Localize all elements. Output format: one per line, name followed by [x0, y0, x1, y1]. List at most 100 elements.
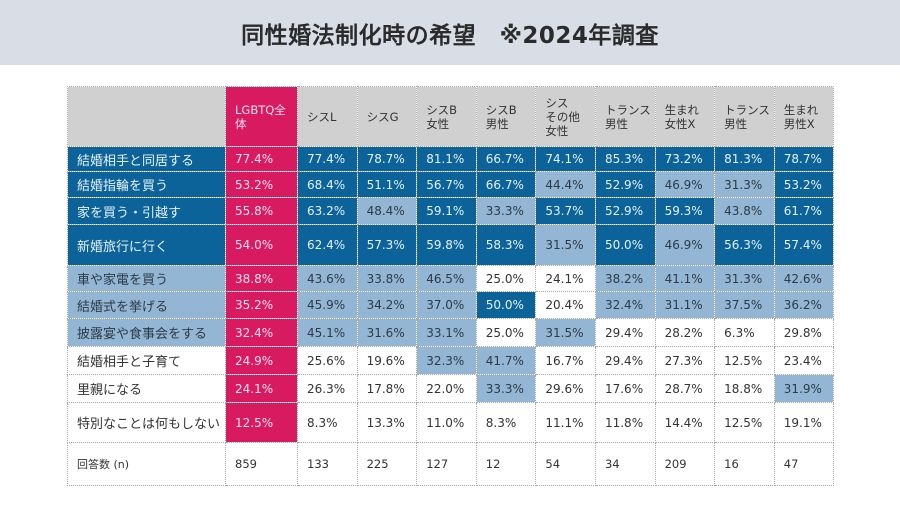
- row-label: 結婚相手と子育て: [67, 346, 226, 375]
- value-cell: 78.7%: [356, 146, 418, 172]
- table-row: 結婚式を挙げる 35.2% 45.9% 34.2% 37.0% 50.0% 20.4% 32.…: [67, 291, 835, 319]
- value-cell: 29.8%: [773, 318, 835, 347]
- value-cell: 31.5%: [535, 224, 596, 266]
- value-cell: 26.3%: [297, 374, 358, 403]
- value-cell: 48.4%: [356, 197, 418, 225]
- header-row: LGBTQ全体 シスL シスG シスB 女性 シスB 男性 シス その他 女性 トランス 男…: [67, 86, 835, 147]
- row-label: 結婚指輪を買う: [67, 171, 226, 198]
- column-header: シスL: [297, 86, 358, 147]
- value-cell: 78.7%: [773, 146, 835, 172]
- value-cell: 68.4%: [297, 171, 358, 198]
- value-cell: 12.5%: [714, 346, 775, 375]
- column-header: 生まれ 女性X: [654, 86, 716, 147]
- value-cell: 31.9%: [773, 374, 835, 403]
- value-cell: 35.2%: [225, 291, 298, 319]
- value-cell: 41.1%: [654, 265, 716, 292]
- row-label: 結婚式を挙げる: [67, 291, 226, 319]
- value-cell: 53.2%: [773, 171, 835, 198]
- value-cell: 14.4%: [654, 402, 716, 443]
- value-cell: 23.4%: [773, 346, 835, 375]
- table-row: 特別なことは何もしない 12.5% 8.3% 13.3% 11.0% 8.3% 11.1% 1…: [67, 402, 835, 443]
- column-header: トランス 男性: [594, 86, 656, 147]
- row-label: 回答数 (n): [67, 442, 226, 486]
- value-cell: 59.1%: [416, 197, 477, 225]
- value-cell: 24.9%: [225, 346, 298, 375]
- value-cell: 41.7%: [475, 346, 537, 375]
- value-cell: 8.3%: [475, 402, 537, 443]
- value-cell: 31.5%: [535, 318, 596, 347]
- table-row: 家を買う・引越す 55.8% 63.2% 48.4% 59.1% 33.3% 53.7% 52…: [67, 197, 835, 225]
- value-cell: 18.8%: [714, 374, 775, 403]
- row-label: 新婚旅行に行く: [67, 224, 226, 266]
- value-cell: 50.0%: [594, 224, 656, 266]
- value-cell: 27.3%: [654, 346, 716, 375]
- value-cell: 59.8%: [416, 224, 477, 266]
- value-cell: 53.2%: [225, 171, 298, 198]
- column-header: トランス 男性: [714, 86, 775, 147]
- respondent-count-row: 回答数 (n) 859 133 225 127 12 54 34 209 16 47: [67, 442, 835, 486]
- value-cell: 46.9%: [654, 171, 716, 198]
- value-cell: 29.6%: [535, 374, 596, 403]
- value-cell: 31.3%: [714, 265, 775, 292]
- value-cell: 77.4%: [225, 146, 298, 172]
- value-cell: 8.3%: [297, 402, 358, 443]
- survey-table: LGBTQ全体 シスL シスG シスB 女性 シスB 男性 シス その他 女性 トランス 男…: [67, 86, 835, 486]
- value-cell: 20.4%: [535, 291, 596, 319]
- value-cell: 28.7%: [654, 374, 716, 403]
- value-cell: 38.8%: [225, 265, 298, 292]
- value-cell: 11.1%: [535, 402, 596, 443]
- value-cell: 61.7%: [773, 197, 835, 225]
- value-cell: 32.4%: [225, 318, 298, 347]
- value-cell: 17.6%: [594, 374, 656, 403]
- value-cell: 58.3%: [475, 224, 537, 266]
- row-label: 車や家電を買う: [67, 265, 226, 292]
- count-cell: 127: [416, 442, 477, 486]
- value-cell: 17.8%: [356, 374, 418, 403]
- value-cell: 33.8%: [356, 265, 418, 292]
- value-cell: 56.7%: [416, 171, 477, 198]
- value-cell: 81.1%: [416, 146, 477, 172]
- value-cell: 66.7%: [475, 171, 537, 198]
- value-cell: 52.9%: [594, 171, 656, 198]
- value-cell: 43.6%: [297, 265, 358, 292]
- value-cell: 46.9%: [654, 224, 716, 266]
- value-cell: 19.1%: [773, 402, 835, 443]
- table-row: 結婚相手と同居する 77.4% 77.4% 78.7% 81.1% 66.7% 74.1% 8…: [67, 146, 835, 172]
- value-cell: 36.2%: [773, 291, 835, 319]
- count-cell: 12: [475, 442, 537, 486]
- page-title: 同性婚法制化時の希望 ※2024年調査: [241, 22, 659, 49]
- value-cell: 19.6%: [356, 346, 418, 375]
- value-cell: 57.3%: [356, 224, 418, 266]
- value-cell: 77.4%: [297, 146, 358, 172]
- count-cell: 16: [714, 442, 775, 486]
- value-cell: 56.3%: [714, 224, 775, 266]
- count-cell: 54: [535, 442, 596, 486]
- value-cell: 73.2%: [654, 146, 716, 172]
- column-header: シスB 女性: [416, 86, 477, 147]
- title-bar: 同性婚法制化時の希望 ※2024年調査: [0, 0, 900, 65]
- value-cell: 31.6%: [356, 318, 418, 347]
- value-cell: 62.4%: [297, 224, 358, 266]
- row-label: 里親になる: [67, 374, 226, 403]
- value-cell: 46.5%: [416, 265, 477, 292]
- value-cell: 81.3%: [714, 146, 775, 172]
- value-cell: 50.0%: [475, 291, 537, 319]
- value-cell: 52.9%: [594, 197, 656, 225]
- value-cell: 45.1%: [297, 318, 358, 347]
- value-cell: 22.0%: [416, 374, 477, 403]
- value-cell: 57.4%: [773, 224, 835, 266]
- table-row: 結婚指輪を買う 53.2% 68.4% 51.1% 56.7% 66.7% 44.4% 52.…: [67, 171, 835, 198]
- value-cell: 74.1%: [535, 146, 596, 172]
- row-label: 披露宴や食事会をする: [67, 318, 226, 347]
- row-label: 家を買う・引越す: [67, 197, 226, 225]
- row-label: 特別なことは何もしない: [67, 402, 226, 443]
- table-row: 里親になる 24.1% 26.3% 17.8% 22.0% 33.3% 29.6% 17.6%…: [67, 374, 835, 403]
- value-cell: 11.0%: [416, 402, 477, 443]
- value-cell: 32.3%: [416, 346, 477, 375]
- count-cell: 859: [225, 442, 298, 486]
- table-row: 結婚相手と子育て 24.9% 25.6% 19.6% 32.3% 41.7% 16.7% 29…: [67, 346, 835, 375]
- column-header: LGBTQ全体: [225, 86, 298, 147]
- count-cell: 34: [594, 442, 656, 486]
- value-cell: 45.9%: [297, 291, 358, 319]
- header-corner: [67, 86, 226, 147]
